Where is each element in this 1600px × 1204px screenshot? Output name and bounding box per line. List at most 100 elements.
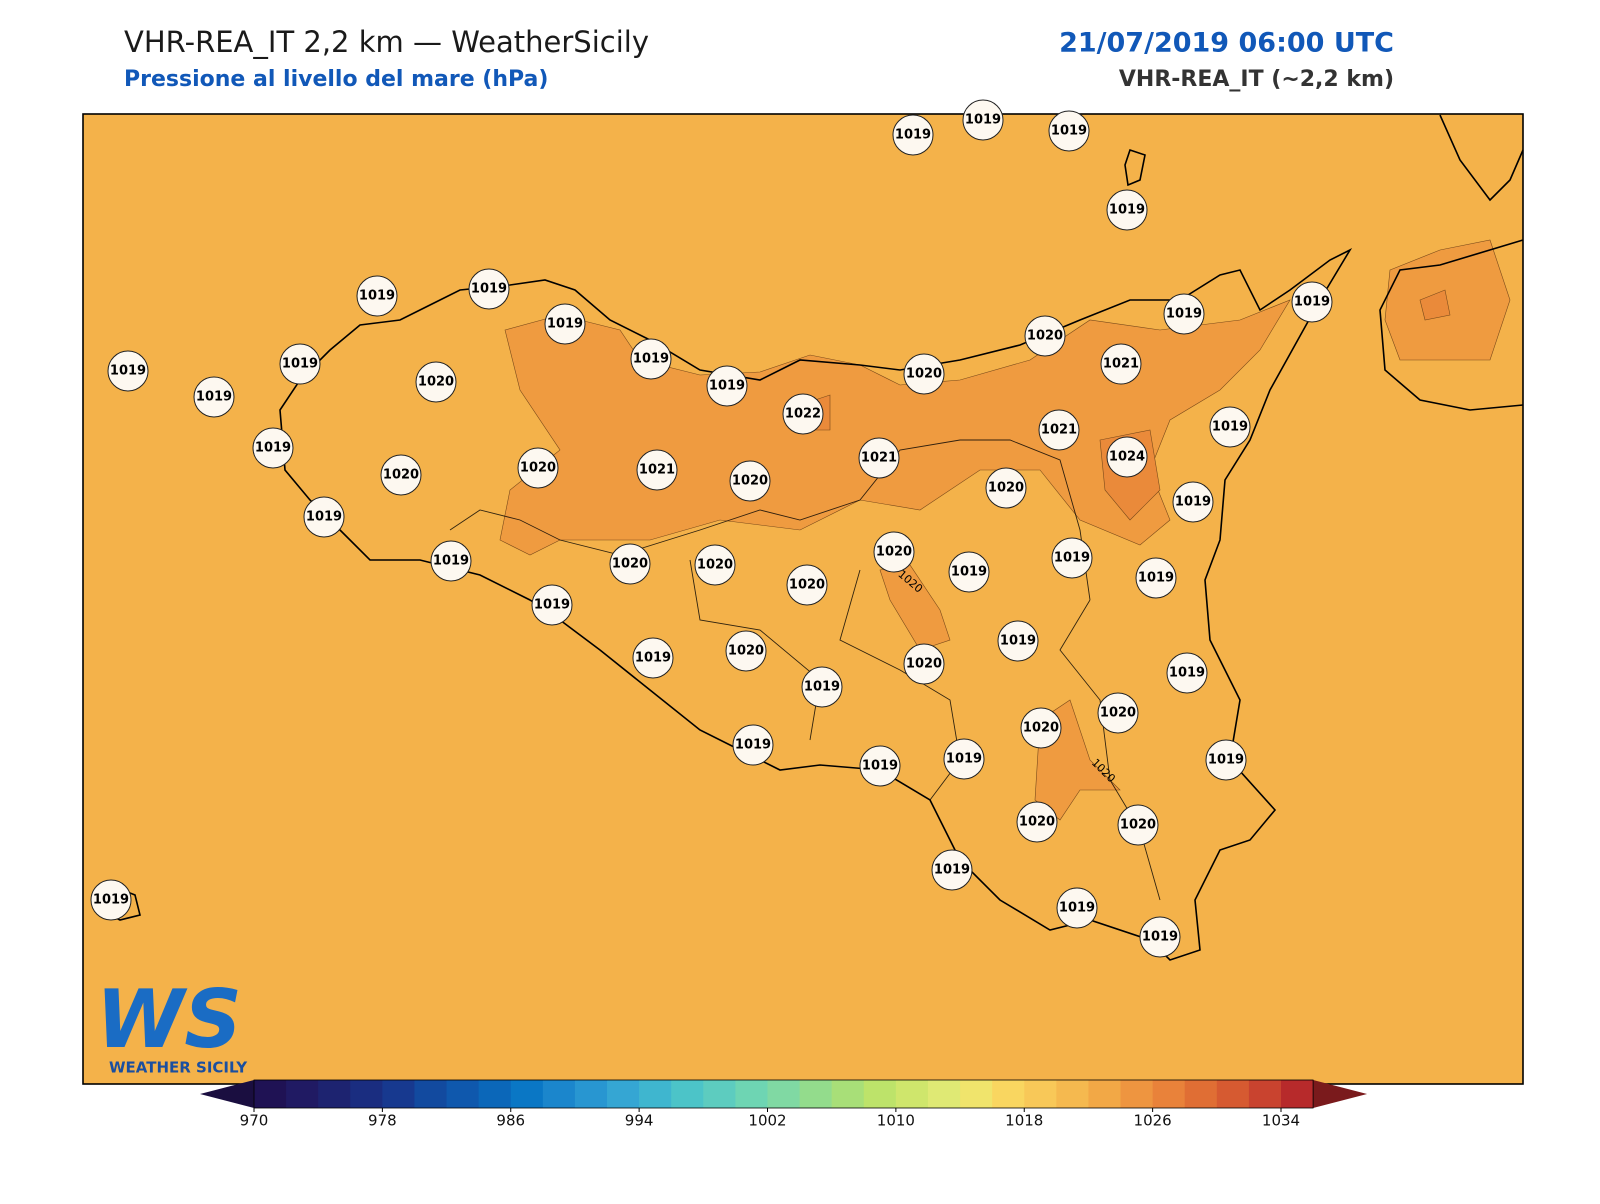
colorbar-bin xyxy=(254,1080,287,1108)
colorbar-bin xyxy=(1281,1080,1314,1108)
station-value: 1020 xyxy=(732,474,768,489)
station-value: 1019 xyxy=(196,390,232,405)
contour-fill xyxy=(1419,289,1451,321)
colorbar-tick-label: 1010 xyxy=(877,1112,915,1130)
station-marker xyxy=(1117,804,1159,846)
station-value: 1019 xyxy=(1294,295,1330,310)
colorbar-bin xyxy=(318,1080,351,1108)
station-value: 1019 xyxy=(735,738,771,753)
station-marker xyxy=(1209,406,1251,448)
station-marker xyxy=(630,338,672,380)
station-marker xyxy=(903,353,945,395)
station-marker xyxy=(609,543,651,585)
colorbar-bin xyxy=(607,1080,640,1108)
station-marker xyxy=(732,724,774,766)
station-marker xyxy=(1038,409,1080,451)
station-marker xyxy=(1205,739,1247,781)
colorbar-tick-label: 994 xyxy=(625,1112,654,1130)
subtitle: Pressione al livello del mare (hPa) xyxy=(124,67,548,92)
contour-fill xyxy=(1384,239,1511,361)
station-value: 1019 xyxy=(1212,420,1248,435)
station-marker xyxy=(531,584,573,626)
station-value: 1020 xyxy=(1023,721,1059,736)
colorbar-bin xyxy=(767,1080,801,1108)
station-value: 1021 xyxy=(1041,423,1077,438)
station-value: 1020 xyxy=(906,367,942,382)
station-value: 1020 xyxy=(728,644,764,659)
station-marker xyxy=(962,99,1004,141)
colorbar-bin xyxy=(703,1080,736,1108)
colorbar-bin xyxy=(960,1080,993,1108)
colorbar-bin xyxy=(927,1080,961,1108)
colorbar-bin xyxy=(863,1080,897,1108)
station-value: 1019 xyxy=(804,680,840,695)
station-marker xyxy=(430,540,472,582)
logo-text: WEATHER SICILY xyxy=(109,1059,248,1077)
station-value: 1019 xyxy=(1169,666,1205,681)
station-value: 1019 xyxy=(1054,551,1090,566)
station-value: 1019 xyxy=(359,289,395,304)
station-value: 1019 xyxy=(895,128,931,143)
station-value: 1020 xyxy=(418,375,454,390)
model: VHR-REA_IT (~2,2 km) xyxy=(1119,67,1394,92)
station-marker xyxy=(931,849,973,891)
station-marker xyxy=(356,275,398,317)
station-marker xyxy=(517,447,559,489)
station-value: 1021 xyxy=(1103,357,1139,372)
colorbar-under xyxy=(200,1080,254,1108)
station-value: 1020 xyxy=(988,481,1024,496)
station-value: 1019 xyxy=(93,893,129,908)
station-value: 1019 xyxy=(862,759,898,774)
colorbar-frame xyxy=(253,1079,1314,1109)
station-marker xyxy=(943,738,985,780)
station-value: 1019 xyxy=(965,113,1001,128)
colorbar-bin xyxy=(574,1080,608,1108)
station-value: 1021 xyxy=(861,451,897,466)
station-value: 1020 xyxy=(876,545,912,560)
station-marker xyxy=(729,460,771,502)
colorbar-bin xyxy=(831,1080,865,1108)
colorbar-bin xyxy=(1088,1080,1122,1108)
station-value: 1019 xyxy=(635,651,671,666)
station-marker xyxy=(1106,189,1148,231)
station-marker xyxy=(90,879,132,921)
colorbar-bin xyxy=(542,1080,576,1108)
station-marker xyxy=(415,361,457,403)
station-value: 1019 xyxy=(709,379,745,394)
station-marker xyxy=(1020,707,1062,749)
station-marker xyxy=(1172,481,1214,523)
station-value: 1019 xyxy=(306,510,342,525)
station-value: 1020 xyxy=(789,578,825,593)
station-marker xyxy=(380,454,422,496)
station-value: 1019 xyxy=(547,317,583,332)
colorbar-bin xyxy=(799,1080,833,1108)
colorbar-bin xyxy=(1216,1080,1250,1108)
colorbar-bin xyxy=(382,1080,415,1108)
station-value: 1019 xyxy=(1000,634,1036,649)
station-value: 1019 xyxy=(951,565,987,580)
station-marker xyxy=(1100,343,1142,385)
stations: 1019 1019 1019 1019 1019 1019 1019 1019 1019 1019… xyxy=(90,99,1333,958)
colorbar-bin xyxy=(671,1080,704,1108)
colorbar-bin xyxy=(895,1080,929,1108)
station-marker xyxy=(1139,916,1181,958)
station-value: 1020 xyxy=(697,558,733,573)
colorbar-bin xyxy=(992,1080,1025,1108)
station-value: 1019 xyxy=(255,441,291,456)
station-marker xyxy=(858,437,900,479)
station-marker xyxy=(997,620,1039,662)
station-value: 1019 xyxy=(282,357,318,372)
station-marker xyxy=(193,376,235,418)
colorbar: 970 978 986 994 1002 1010 1018 1026 1034 xyxy=(200,1079,1368,1130)
station-value: 1019 xyxy=(1109,203,1145,218)
colorbar-tick-label: 1018 xyxy=(1005,1112,1043,1130)
station-value: 1019 xyxy=(1059,901,1095,916)
colorbar-bin xyxy=(639,1080,672,1108)
station-value: 1019 xyxy=(1142,930,1178,945)
colorbar-tick-label: 970 xyxy=(240,1112,269,1130)
colorbar-bin xyxy=(1248,1080,1282,1108)
colorbar-tick-label: 1034 xyxy=(1262,1112,1300,1130)
station-marker xyxy=(725,630,767,672)
station-marker xyxy=(801,666,843,708)
